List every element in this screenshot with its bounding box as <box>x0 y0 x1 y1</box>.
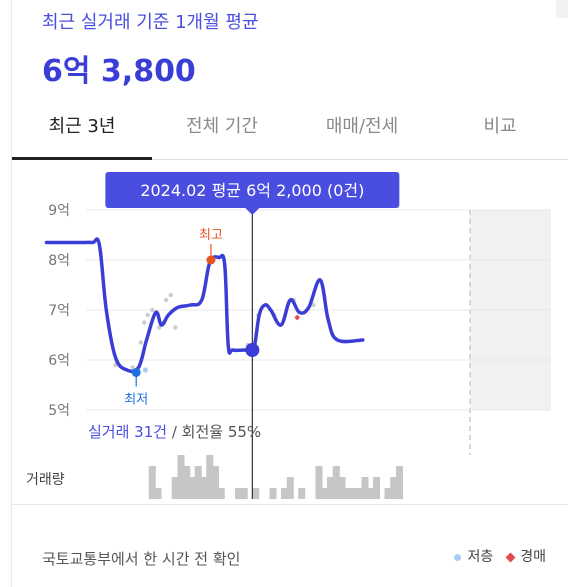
transaction-dot <box>173 325 178 330</box>
transaction-dot <box>142 320 147 325</box>
volume-bar <box>344 488 352 499</box>
tooltip-box <box>105 172 400 208</box>
y-tick-label: 9억 <box>48 203 70 219</box>
y-tick-label: 6억 <box>48 353 70 369</box>
high-label: 최고 <box>199 228 223 243</box>
chart-legend: 저층 경매 <box>454 546 546 566</box>
low-floor-dot <box>142 367 148 373</box>
volume-bar <box>217 488 225 499</box>
y-tick-label: 7억 <box>48 303 70 319</box>
volume-bar <box>177 455 185 499</box>
low-floor-icon <box>454 553 462 561</box>
transaction-dot <box>150 307 155 313</box>
volume-bar <box>384 488 392 499</box>
trade-stats: 실거래 31건 / 회전율 55% <box>88 421 261 442</box>
volume-bar <box>269 488 277 499</box>
volume-bar <box>361 477 369 499</box>
volume-bar <box>194 466 202 499</box>
volume-bar <box>148 466 156 499</box>
scroll-edge <box>556 0 568 18</box>
transaction-dot <box>130 365 135 370</box>
transaction-dot <box>163 297 169 303</box>
divider <box>11 0 12 587</box>
volume-bar <box>252 488 260 499</box>
volume-bar <box>206 455 214 499</box>
trade-count: 실거래 31건 <box>88 423 168 441</box>
transaction-dot <box>157 325 162 330</box>
tooltip-pointer <box>245 208 260 215</box>
period-tabs: 최근 3년 전체 기간 매매/전세 비교 <box>12 108 568 160</box>
auction-dot <box>294 314 301 321</box>
price-subtitle: 최근 실거래 기준 1개월 평균 <box>42 12 259 33</box>
legend-low-floor: 저층 <box>467 549 494 565</box>
data-source: 국토교통부에서 한 시간 전 확인 <box>42 550 241 568</box>
volume-bar <box>321 488 329 499</box>
volume-bar <box>286 477 294 499</box>
volume-bar <box>183 466 191 499</box>
average-price: 6억 3,800 <box>42 54 196 89</box>
tab-sale-jeonse[interactable]: 매매/전세 <box>325 116 399 137</box>
transaction-dot <box>138 340 143 345</box>
tooltip-text: 2024.02 평균 6억 2,000 (0건) <box>140 181 364 200</box>
volume-bar <box>171 477 179 499</box>
selected-point <box>245 343 260 357</box>
volume-bar <box>390 477 398 499</box>
turnover-rate: 회전율 55% <box>181 423 262 441</box>
volume-bar <box>338 477 346 499</box>
volume-bar <box>350 488 357 499</box>
volume-bar <box>373 477 380 499</box>
active-tab-indicator <box>12 157 152 160</box>
tab-compare[interactable]: 비교 <box>483 116 517 137</box>
transaction-dot <box>145 312 150 318</box>
volume-bar <box>200 477 208 499</box>
volume-bar <box>327 477 334 499</box>
stats-separator: / <box>167 423 182 441</box>
legend-auction: 경매 <box>520 549 546 565</box>
transaction-dot <box>168 292 173 298</box>
volume-bar <box>281 488 288 499</box>
low-label: 최저 <box>124 393 148 408</box>
x-axis-line <box>12 504 568 505</box>
volume-bar <box>235 488 242 499</box>
volume-bar <box>355 488 363 499</box>
volume-bar <box>298 488 306 499</box>
volume-bar <box>315 466 323 499</box>
low-point <box>131 368 141 377</box>
volume-bar <box>240 488 248 499</box>
volume-bar <box>367 488 375 499</box>
volume-bar <box>189 477 196 499</box>
y-tick-label: 8억 <box>48 253 70 269</box>
y-tick-label: 5억 <box>48 403 70 419</box>
high-point <box>206 255 216 265</box>
volume-bar <box>212 466 219 499</box>
volume-label: 거래량 <box>26 472 65 488</box>
auction-icon <box>505 552 516 562</box>
volume-bar <box>396 466 403 499</box>
tab-all-period[interactable]: 전체 기간 <box>186 116 258 137</box>
volume-bar <box>154 488 162 499</box>
transaction-dot <box>311 302 316 308</box>
price-line <box>44 237 365 374</box>
tab-recent-3-years[interactable]: 최근 3년 <box>48 116 116 137</box>
volume-bar <box>332 466 340 499</box>
